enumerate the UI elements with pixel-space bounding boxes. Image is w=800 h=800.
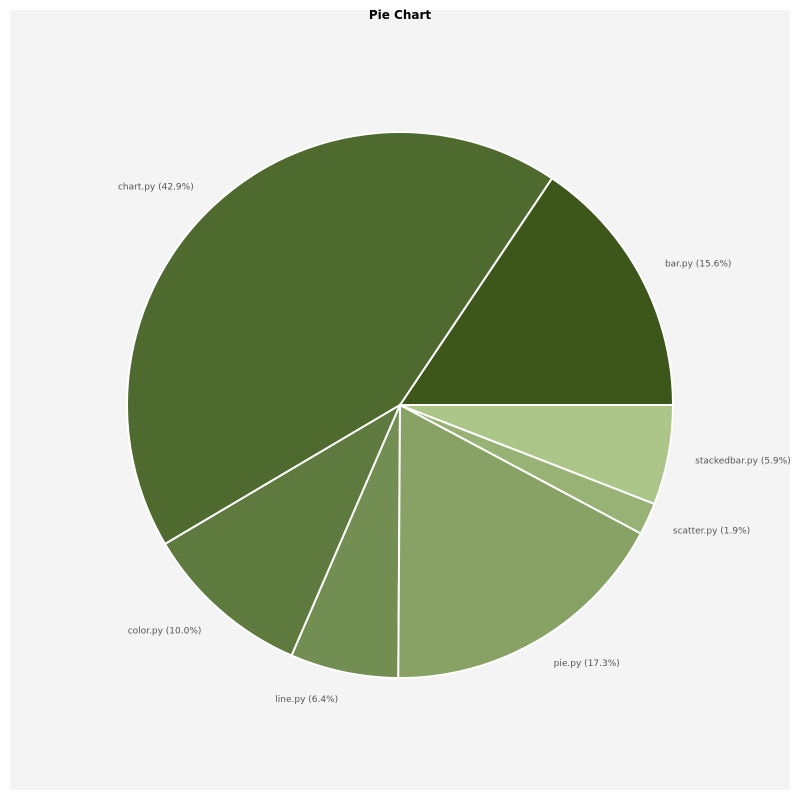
pie-label-bar-py: bar.py (15.6%) <box>665 260 731 270</box>
pie-label-chart-py: chart.py (42.9%) <box>118 183 194 193</box>
pie-label-color-py: color.py (10.0%) <box>128 626 202 636</box>
pie-slice-chart-py <box>126 131 554 546</box>
pie-slice-color-py <box>163 402 403 657</box>
pie-label-pie-py: pie.py (17.3%) <box>554 659 620 669</box>
pie-slice-stackedbar-py <box>399 404 675 506</box>
pie-slice-bar-py <box>398 176 675 406</box>
pie-slice-pie-py <box>397 403 643 679</box>
pie-label-scatter-py: scatter.py (1.9%) <box>673 526 750 536</box>
pie-label-stackedbar-py: stackedbar.py (5.9%) <box>695 456 791 466</box>
pie-label-line-py: line.py (6.4%) <box>275 695 338 705</box>
chart-title: Pie Chart <box>368 8 432 22</box>
